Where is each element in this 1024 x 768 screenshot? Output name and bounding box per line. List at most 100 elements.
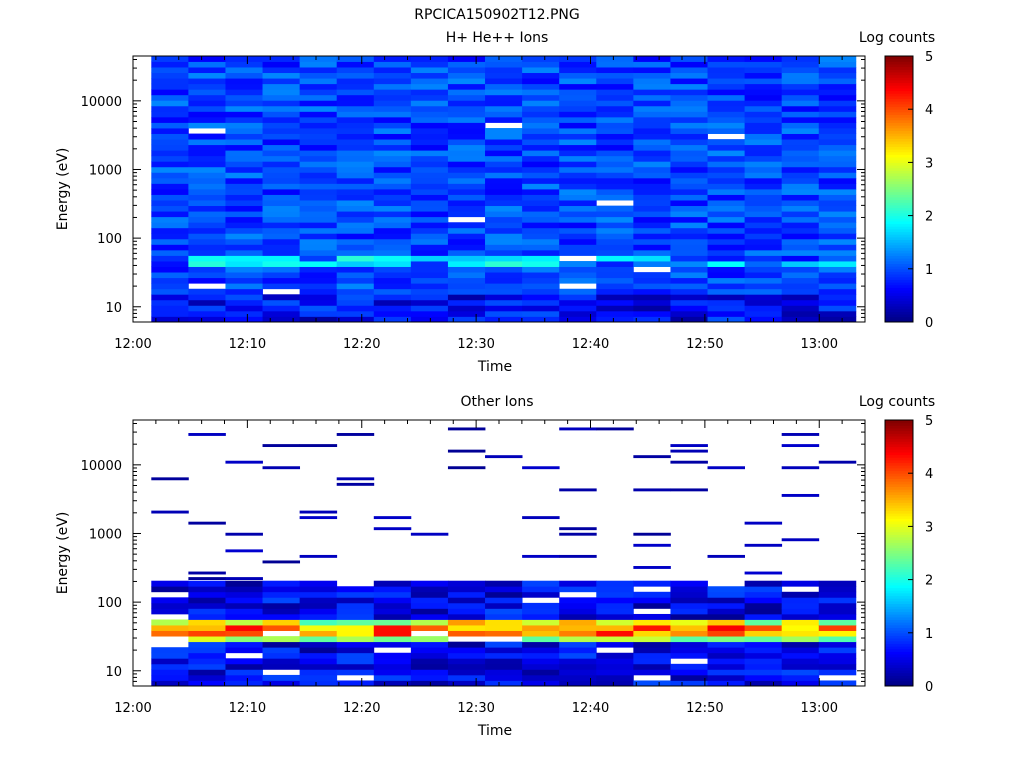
heatmap-cell xyxy=(485,105,523,112)
heatmap-cell xyxy=(225,111,263,118)
heatmap-cell xyxy=(559,89,597,96)
heatmap-cell xyxy=(744,150,783,157)
heatmap-cell xyxy=(596,161,634,168)
colorbar-swatch xyxy=(885,202,913,206)
colorbar-swatch xyxy=(885,598,913,602)
heatmap-cell xyxy=(818,194,857,201)
heatmap-cell xyxy=(373,83,412,90)
heatmap-cell xyxy=(559,586,597,593)
heatmap-cell xyxy=(151,128,189,134)
heatmap-cell xyxy=(262,161,301,168)
heatmap-cell xyxy=(633,189,671,195)
heatmap-cell xyxy=(225,238,263,245)
heatmap-cell xyxy=(225,636,263,643)
heatmap-cell xyxy=(707,194,745,201)
heatmap-cell xyxy=(151,602,189,609)
heatmap-cell xyxy=(188,183,226,190)
colorbar-swatch xyxy=(885,303,913,307)
heatmap-cell xyxy=(670,449,708,453)
heatmap-cell xyxy=(522,636,560,643)
colorbar-frame xyxy=(884,55,914,323)
heatmap-cell xyxy=(818,680,857,687)
heatmap-cell xyxy=(596,597,634,604)
heatmap-cell xyxy=(336,194,375,201)
heatmap-cell xyxy=(336,602,375,609)
heatmap-cell xyxy=(670,288,708,295)
heatmap-cell xyxy=(262,310,301,317)
heatmap-cell xyxy=(151,155,189,162)
heatmap-cell xyxy=(485,641,523,648)
heatmap-cell xyxy=(818,266,857,273)
heatmap-cell xyxy=(559,56,597,62)
heatmap-cell xyxy=(781,316,820,323)
heatmap-cell xyxy=(225,161,263,168)
heatmap-cell xyxy=(670,636,708,643)
heatmap-cell xyxy=(559,658,597,665)
heatmap-cell xyxy=(559,116,597,123)
heatmap-cell xyxy=(559,680,597,687)
heatmap-cell xyxy=(410,83,449,90)
heatmap-cell xyxy=(225,133,263,140)
heatmap-cell xyxy=(410,658,449,665)
heatmap-cell xyxy=(596,105,634,112)
colorbar-swatch xyxy=(885,545,913,549)
heatmap-cell xyxy=(299,674,338,681)
heatmap-cell xyxy=(373,227,412,234)
heatmap-cell xyxy=(410,89,449,96)
colorbar-swatch xyxy=(885,308,913,312)
heatmap-cell xyxy=(188,67,226,74)
heatmap-cell xyxy=(151,211,189,218)
heatmap-cell xyxy=(559,78,597,85)
heatmap-cell xyxy=(781,67,820,74)
heatmap-cell xyxy=(336,150,375,157)
heatmap-cell xyxy=(485,674,523,681)
heatmap-cell xyxy=(373,602,412,609)
heatmap-cell xyxy=(225,299,263,306)
heatmap-cell xyxy=(485,277,523,284)
y-tick-label: 100 xyxy=(97,596,122,611)
heatmap-cell xyxy=(596,111,634,118)
heatmap-cell xyxy=(781,172,820,179)
heatmap-cell xyxy=(336,205,375,212)
heatmap-cell xyxy=(707,139,745,146)
heatmap-cell xyxy=(373,183,412,190)
colorbar-swatch xyxy=(885,619,913,623)
heatmap-cell xyxy=(781,144,820,151)
heatmap-cell xyxy=(188,619,226,626)
heatmap-cell xyxy=(188,233,226,240)
heatmap-cell xyxy=(447,155,486,162)
colorbar-swatch xyxy=(885,529,913,533)
heatmap-cell xyxy=(485,89,523,96)
heatmap-cell xyxy=(373,78,412,85)
heatmap-cell xyxy=(188,663,226,670)
heatmap-cell xyxy=(336,630,375,637)
heatmap-cell xyxy=(707,72,745,79)
colorbar-swatch xyxy=(885,74,913,78)
heatmap-cell xyxy=(818,591,857,598)
colorbar-swatch xyxy=(885,199,913,203)
heatmap-cell xyxy=(559,663,597,670)
heatmap-cell xyxy=(818,89,857,96)
x-tick-label: 13:00 xyxy=(801,337,838,352)
heatmap-cell xyxy=(410,172,449,179)
heatmap-cell xyxy=(522,261,560,267)
heatmap-cell xyxy=(707,183,745,190)
heatmap-cell xyxy=(744,111,783,118)
heatmap-cell xyxy=(373,608,412,615)
heatmap-cell xyxy=(781,161,820,168)
colorbar-swatch xyxy=(885,279,913,283)
heatmap-cell xyxy=(633,641,671,648)
heatmap-cell xyxy=(707,586,745,593)
heatmap-cell xyxy=(596,139,634,146)
heatmap-cell xyxy=(744,194,783,201)
heatmap-cell xyxy=(225,460,263,464)
heatmap-cell xyxy=(151,625,189,631)
heatmap-cell xyxy=(373,658,412,665)
heatmap-cell xyxy=(744,155,783,162)
heatmap-cell xyxy=(188,144,226,151)
heatmap-cell xyxy=(225,272,263,279)
heatmap-cell xyxy=(781,211,820,218)
heatmap-cell xyxy=(633,128,671,134)
heatmap-cell xyxy=(225,194,263,201)
heatmap-cell xyxy=(559,316,597,323)
